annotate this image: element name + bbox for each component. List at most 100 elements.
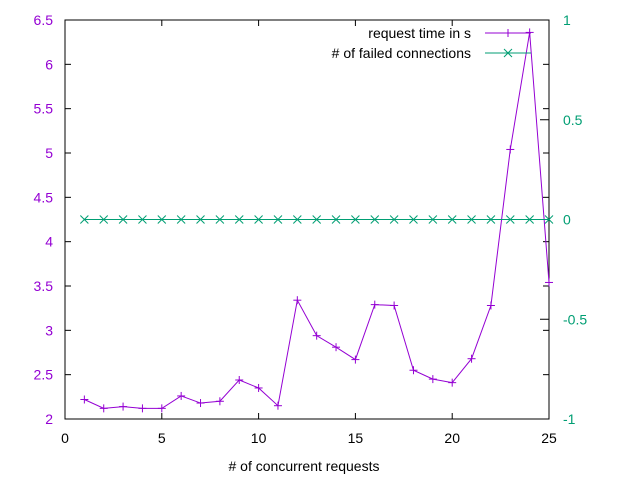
legend-marker-failed-connections — [503, 48, 513, 58]
y-tick-label: 4 — [45, 234, 53, 250]
request-time-point — [235, 375, 244, 384]
marker-stroke — [503, 48, 513, 58]
request-time-point — [254, 383, 263, 392]
failed-connections-point — [234, 215, 244, 224]
marker-stroke — [176, 215, 186, 224]
marker-stroke — [157, 215, 167, 224]
x-tick-label: 15 — [348, 430, 364, 446]
marker-stroke — [486, 215, 496, 224]
marker-stroke — [389, 215, 399, 224]
failed-connections-point — [80, 215, 89, 224]
marker-stroke — [409, 215, 418, 224]
marker-stroke — [544, 215, 554, 224]
request-time-point — [428, 375, 437, 384]
x-tick-label: 5 — [158, 430, 166, 446]
y-tick-label: 2.5 — [34, 367, 54, 383]
marker-stroke — [234, 215, 244, 224]
y-tick-label: 3.5 — [34, 278, 54, 294]
failed-connections-point — [467, 215, 476, 224]
failed-connections-point — [215, 215, 225, 224]
failed-connections-point — [544, 215, 554, 224]
x-tick-label: 0 — [61, 430, 69, 446]
request-time-point — [138, 404, 147, 413]
request-time-point — [467, 354, 476, 363]
y2-tick-label: 0.5 — [563, 112, 583, 128]
marker-stroke — [80, 215, 89, 224]
failed-connections-point — [409, 215, 418, 224]
failed-connections-point — [99, 215, 109, 224]
marker-stroke — [292, 215, 302, 224]
marker-stroke — [196, 215, 205, 224]
failed-connections-point — [176, 215, 186, 224]
failed-connections-point — [196, 215, 205, 224]
request-time-point — [332, 343, 341, 352]
request-time-point — [486, 301, 495, 310]
marker-stroke — [138, 215, 147, 224]
request-time-point — [273, 401, 282, 410]
x-axis-label: # of concurrent requests — [229, 458, 380, 474]
y-tick-label: 3 — [45, 322, 53, 338]
failed-connections-point — [447, 215, 457, 224]
request-time-point — [215, 397, 224, 406]
marker-stroke — [351, 215, 360, 224]
failed-connections-point — [273, 215, 283, 224]
failed-connections-point — [351, 215, 360, 224]
marker-stroke — [447, 215, 457, 224]
x-tick-label: 20 — [444, 430, 460, 446]
marker-stroke — [254, 215, 263, 224]
y-tick-label: 6.5 — [34, 12, 54, 28]
request-time-point — [370, 300, 379, 309]
failed-connections-point — [331, 215, 341, 224]
y-tick-label: 5.5 — [34, 101, 54, 117]
marker-stroke — [370, 215, 380, 224]
y2-tick-label: -0.5 — [563, 311, 587, 327]
y-tick-label: 5 — [45, 145, 53, 161]
request-time-point — [196, 399, 205, 408]
failed-connections-point — [370, 215, 380, 224]
request-time-point — [390, 301, 399, 310]
x-tick-label: 25 — [541, 430, 557, 446]
failed-connections-point — [118, 215, 128, 224]
failed-connections-point — [389, 215, 399, 224]
request-time-line — [84, 32, 550, 409]
marker-stroke — [273, 215, 283, 224]
marker-stroke — [331, 215, 341, 224]
request-time-point — [119, 402, 128, 411]
failed-connections-point — [157, 215, 167, 224]
legend: request time in s # of failed connections — [332, 25, 531, 61]
request-time-point — [293, 296, 302, 305]
series-layer — [80, 28, 554, 413]
marker-stroke — [467, 215, 476, 224]
marker-stroke — [99, 215, 109, 224]
y-tick-label: 6 — [45, 56, 53, 72]
request-time-point — [80, 395, 89, 404]
request-time-point — [312, 331, 321, 340]
left-axis-ticks: 2 2.5 3 3.5 4 4.5 5 5.5 6 6.5 — [34, 12, 549, 427]
marker-stroke — [118, 215, 128, 224]
y2-tick-label: 1 — [563, 12, 571, 28]
y-tick-label: 2 — [45, 411, 53, 427]
legend-label-failed-connections: # of failed connections — [332, 45, 471, 61]
request-time-point — [351, 355, 360, 364]
failed-connections-point — [428, 215, 438, 224]
failed-connections-point — [312, 215, 322, 224]
failed-connections-point — [254, 215, 263, 224]
y-tick-label: 4.5 — [34, 189, 54, 205]
y2-tick-label: 0 — [563, 212, 571, 228]
failed-connections-point — [292, 215, 302, 224]
failed-connections-point — [505, 215, 515, 224]
request-time-point — [525, 28, 534, 37]
marker-stroke — [505, 215, 515, 224]
right-axis-ticks: -1 -0.5 0 0.5 1 — [540, 12, 587, 427]
request-time-point — [506, 145, 515, 154]
request-time-point — [409, 366, 418, 375]
request-time-point — [99, 404, 108, 413]
marker-stroke — [215, 215, 225, 224]
legend-label-request-time: request time in s — [368, 25, 471, 41]
failed-connections-point — [525, 215, 534, 224]
request-time-point — [177, 391, 186, 400]
marker-stroke — [428, 215, 438, 224]
request-time-point — [448, 378, 457, 387]
failed-connections-point — [486, 215, 496, 224]
